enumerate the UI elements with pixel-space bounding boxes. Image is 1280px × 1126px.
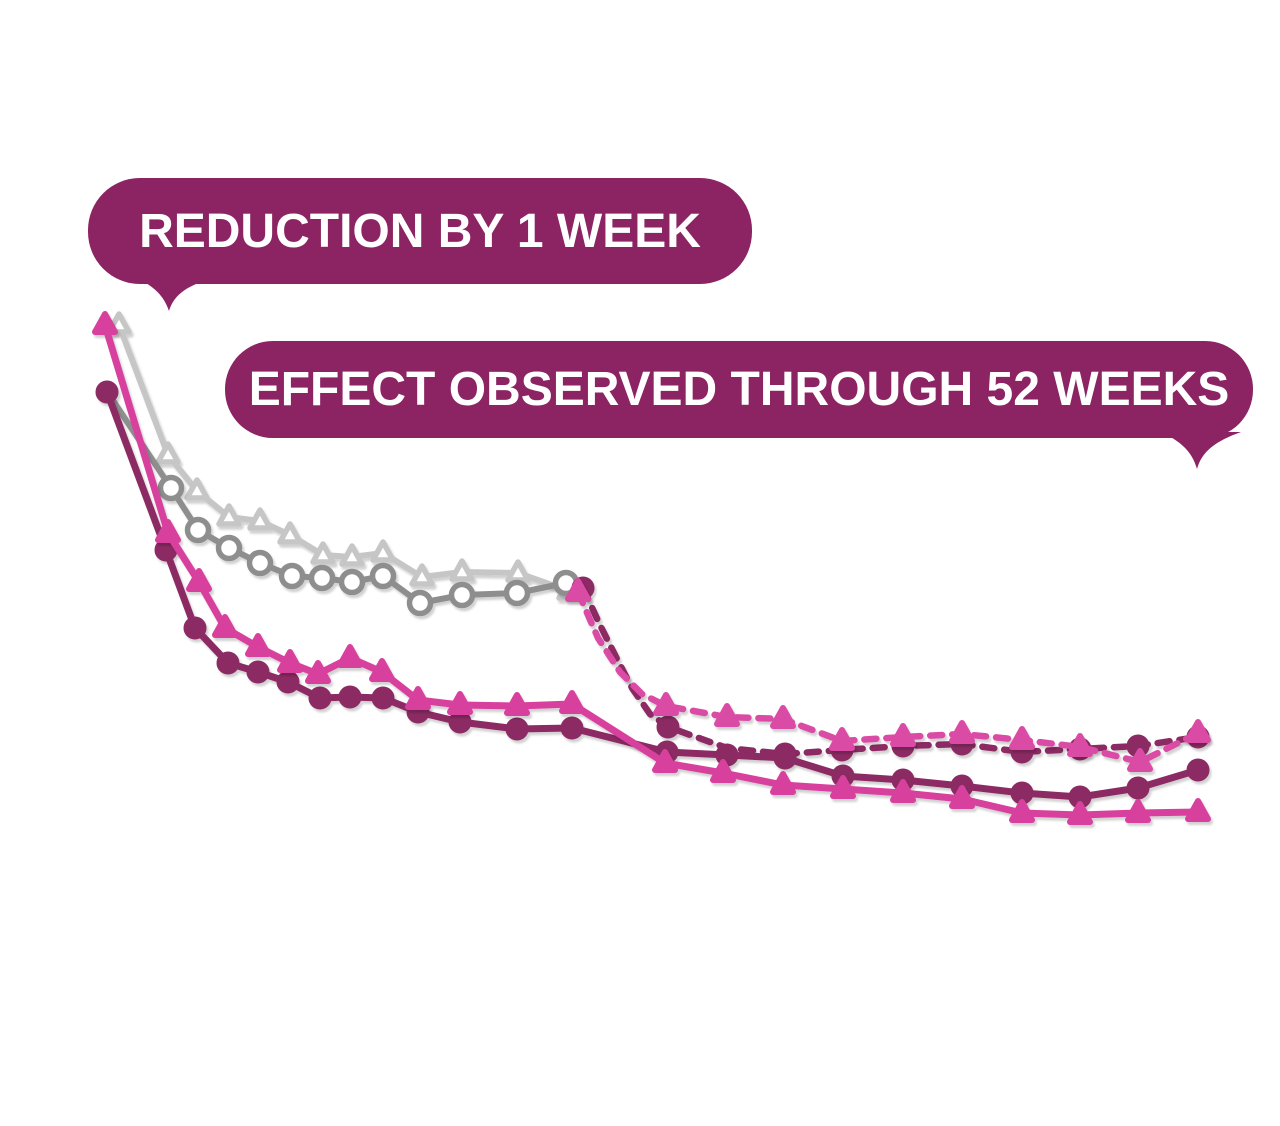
open-triangle-marker (505, 559, 531, 583)
callout-reduction-shape (88, 178, 752, 284)
triangle-marker (277, 649, 303, 673)
circle-marker (505, 717, 529, 741)
open-circle-marker (184, 516, 212, 544)
callout-reduction-bubble: REDUCTION BY 1 WEEK (88, 178, 752, 311)
callout-reduction-text: REDUCTION BY 1 WEEK (139, 205, 701, 258)
triangle-marker (890, 779, 916, 803)
triangle-marker (1067, 801, 1093, 825)
triangle-marker (504, 692, 530, 716)
circle-marker (448, 710, 472, 734)
circle-marker (773, 746, 797, 770)
series-placebo-a-open-triangle (106, 311, 582, 601)
triangle-marker (1067, 733, 1093, 757)
open-triangle-marker (370, 539, 396, 563)
triangle-marker (1009, 726, 1035, 750)
circle-marker (1186, 758, 1210, 782)
triangle-marker (714, 703, 740, 727)
series-placebo-b-open-circle (109, 396, 580, 617)
open-triangle-marker (216, 503, 242, 527)
triangle-marker (1185, 719, 1211, 743)
open-triangle-marker (310, 541, 336, 565)
triangle-marker (949, 785, 975, 809)
series-layer (92, 311, 1211, 825)
circle-marker (308, 686, 332, 710)
triangle-marker (1185, 798, 1211, 822)
triangle-marker (245, 633, 271, 657)
triangle-marker (830, 775, 856, 799)
open-circle-marker (278, 562, 306, 590)
triangle-marker (770, 705, 796, 729)
series-switch-a-dashed-triangle (565, 578, 1211, 772)
circle-marker (371, 686, 395, 710)
open-circle-marker (503, 579, 531, 607)
open-circle-marker (369, 562, 397, 590)
callout-effect-text: EFFECT OBSERVED THROUGH 52 WEEKS (249, 363, 1230, 416)
circle-marker (338, 685, 362, 709)
triangle-marker (652, 749, 678, 773)
open-triangle-marker (277, 521, 303, 545)
open-triangle-marker (339, 543, 365, 567)
circle-marker (183, 616, 207, 640)
triangle-marker (653, 692, 679, 716)
triangle-marker (155, 519, 181, 543)
callout-effect-bubble: EFFECT OBSERVED THROUGH 52 WEEKS (225, 341, 1253, 469)
triangle-marker (1125, 799, 1151, 823)
open-circle-marker (338, 568, 366, 596)
open-triangle-marker (184, 477, 210, 501)
triangle-marker (337, 644, 363, 668)
circle-marker (560, 716, 584, 740)
open-circle-marker (448, 581, 476, 609)
circle-marker (95, 380, 119, 404)
open-circle-marker (157, 474, 185, 502)
circle-marker (276, 670, 300, 694)
circle-marker (246, 660, 270, 684)
open-triangle-marker (449, 558, 475, 582)
open-circle-marker (406, 589, 434, 617)
circle-marker (1010, 781, 1034, 805)
triangle-marker (949, 720, 975, 744)
series-active-a-solid-triangle (92, 311, 1211, 825)
triangle-marker (1009, 799, 1035, 823)
triangle-marker (565, 578, 591, 602)
callout-reduction-tail (136, 278, 216, 311)
triangle-marker (186, 568, 212, 592)
triangle-marker (829, 727, 855, 751)
open-circle-marker (308, 564, 336, 592)
triangle-marker (447, 691, 473, 715)
triangle-marker (369, 658, 395, 682)
triangle-marker (559, 690, 585, 714)
triangle-marker (305, 660, 331, 684)
triangle-marker (212, 614, 238, 638)
triangle-marker (770, 771, 796, 795)
circle-marker (656, 715, 680, 739)
circle-marker (216, 651, 240, 675)
triangle-marker (1127, 748, 1153, 772)
open-circle-marker (215, 534, 243, 562)
triangle-marker (92, 311, 118, 335)
series-active-b-solid-circle (95, 380, 1210, 809)
triangle-marker (710, 759, 736, 783)
open-circle-marker (246, 549, 274, 577)
open-triangle-marker (409, 563, 435, 587)
open-triangle-marker (247, 507, 273, 531)
callout-effect-shape (225, 341, 1253, 438)
triangle-marker (890, 723, 916, 747)
open-triangle-marker (155, 441, 181, 465)
triangle-marker (405, 686, 431, 710)
callout-effect-tail (1161, 432, 1241, 469)
circle-marker (1126, 776, 1150, 800)
